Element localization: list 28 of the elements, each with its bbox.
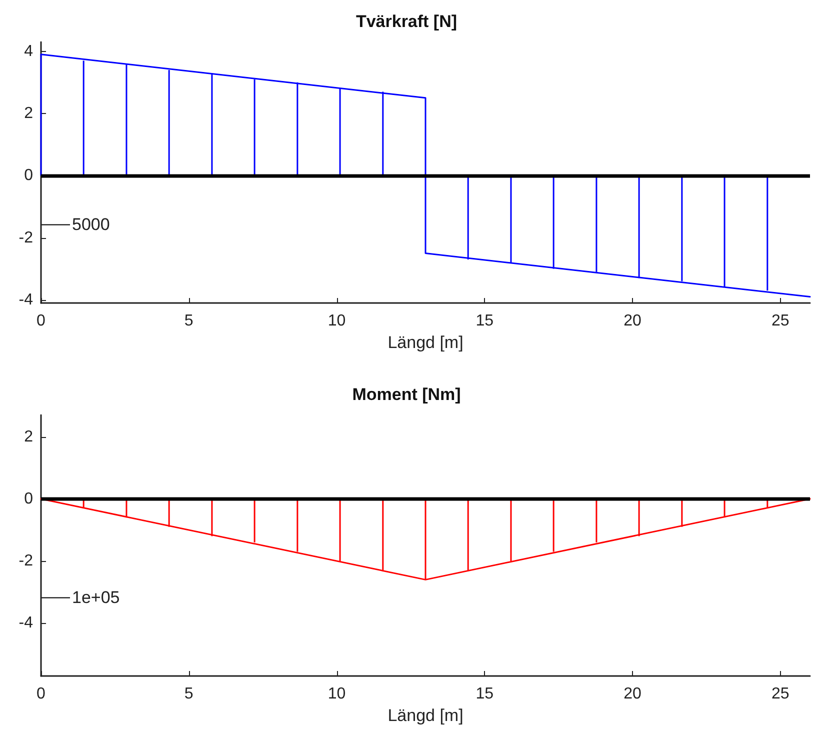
y-tick-label: 2 [24,428,34,446]
chart-title: Tvärkraft [N] [356,12,458,31]
x-tick-label: 15 [476,686,494,702]
y-tick-label: -2 [18,229,34,246]
chart-title: Moment [Nm] [352,385,461,404]
x-tick-label: 0 [36,312,46,330]
x-axis-title: Längd [m] [388,332,464,352]
y-tick-label: -4 [18,291,34,308]
y-tick-label: 4 [24,42,34,60]
y-tick-label: -4 [18,614,34,632]
y-tick-label: -2 [18,552,34,570]
y-tick-label: 0 [24,490,34,508]
x-tick-label: 15 [476,312,494,330]
line-series [40,54,811,298]
x-tick-label: 25 [772,686,790,702]
y-tick-label: 0 [24,167,34,184]
x-tick-label: 20 [624,686,642,702]
x-tick-label: 10 [328,686,346,702]
x-tick-label: 25 [772,312,790,330]
x-tick-label: 5 [184,312,194,330]
x-tick-label: 5 [184,686,194,702]
x-tick-label: 10 [328,312,346,330]
x-tick-label: 20 [624,312,642,330]
x-tick-label: 0 [36,686,46,702]
annotation: 1e+05 [72,588,120,608]
y-tick-label: 2 [24,104,34,122]
annotation: 5000 [72,215,110,234]
x-axis-title: Längd [m] [388,706,464,725]
